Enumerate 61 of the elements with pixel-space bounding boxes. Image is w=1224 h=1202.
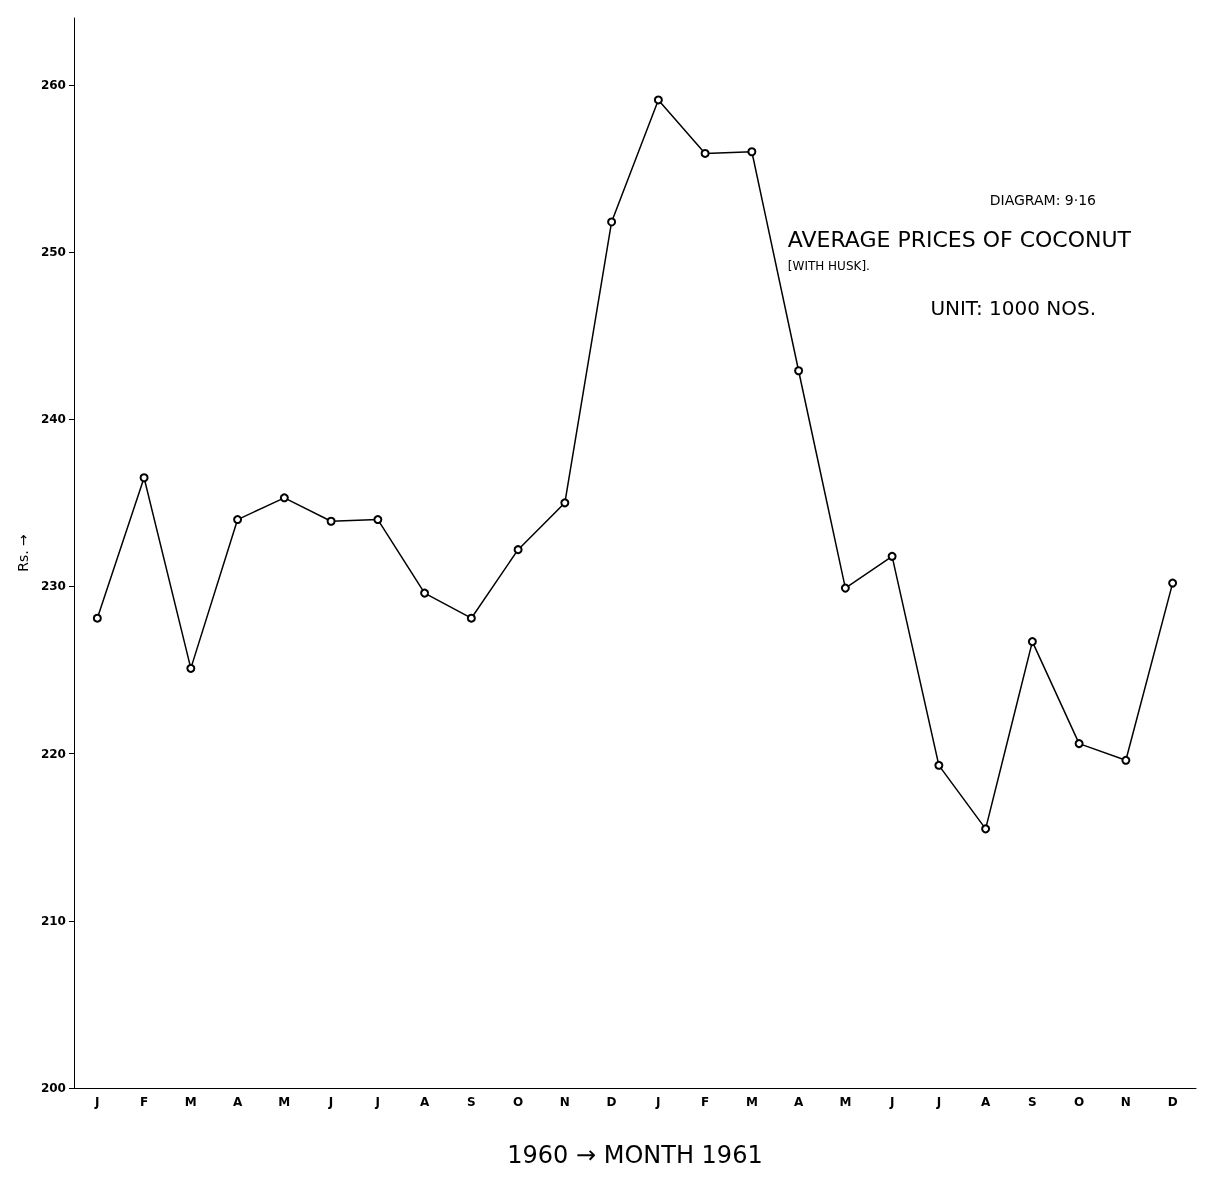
point — [653, 95, 663, 105]
x-tick-label: D — [606, 1095, 617, 1109]
x-tick-label: S — [1028, 1095, 1037, 1109]
x-tick-label: A — [980, 1095, 991, 1109]
point — [934, 760, 944, 770]
x-tick-label: J — [327, 1095, 334, 1109]
point — [466, 613, 476, 623]
x-tick-label: J — [935, 1095, 942, 1109]
point — [1027, 637, 1037, 647]
point — [139, 473, 149, 483]
x-axis-title: 1960 → MONTH 1961 — [507, 1141, 763, 1169]
y-tick-label: 230 — [40, 579, 66, 594]
x-tick-label: N — [559, 1095, 570, 1109]
x-tick-label: N — [1120, 1095, 1131, 1109]
y-tick-label: 200 — [40, 1081, 66, 1095]
x-tick-label: F — [139, 1095, 149, 1109]
x-tick-label: O — [512, 1095, 524, 1109]
point — [700, 148, 710, 158]
point — [513, 545, 523, 555]
text: [WITH HUSK]. — [787, 259, 870, 273]
x-tick-label: A — [793, 1095, 804, 1109]
point — [840, 583, 850, 593]
point — [279, 493, 289, 503]
x-tick-label: O — [1074, 1095, 1085, 1109]
x-tick-label: M — [745, 1095, 758, 1109]
y-tick-label: 240 — [40, 412, 66, 427]
text: AVERAGE PRICES OF COCONUT — [787, 226, 1132, 252]
point — [420, 588, 430, 598]
x-tick-label: A — [419, 1095, 430, 1109]
x-tick-label: J — [94, 1095, 100, 1109]
x-tick-label: F — [701, 1095, 710, 1109]
x-tick-label: A — [232, 1095, 243, 1109]
x-tick-label: D — [1167, 1095, 1178, 1109]
point — [233, 515, 243, 525]
point — [887, 551, 897, 561]
y-tick-label: 260 — [40, 77, 66, 92]
y-tick-label: 210 — [40, 913, 66, 928]
annotation: UNIT: 1000 NOS. — [930, 296, 1096, 320]
point — [981, 824, 991, 834]
x-tick-label: J — [655, 1095, 661, 1109]
point — [92, 613, 102, 623]
y-axis-title: Rs. → — [15, 533, 31, 572]
point — [747, 147, 757, 157]
annotation: DIAGRAM: 9·16 — [989, 192, 1097, 208]
point — [794, 366, 804, 376]
x-tick-label: M — [839, 1095, 852, 1109]
x-tick-label: S — [467, 1095, 476, 1109]
y-tick-label: 250 — [40, 245, 66, 260]
x-tick-label: M — [184, 1095, 197, 1109]
point — [560, 498, 570, 508]
point — [1121, 755, 1131, 765]
x-tick-label: J — [888, 1095, 895, 1109]
x-tick-label: J — [374, 1095, 381, 1109]
x-tick-label: M — [278, 1095, 291, 1109]
point — [1168, 578, 1178, 588]
point — [607, 217, 617, 227]
point — [326, 516, 336, 526]
point — [1074, 739, 1084, 749]
y-tick-label: 220 — [40, 746, 66, 761]
point — [186, 663, 196, 673]
point — [373, 515, 383, 525]
